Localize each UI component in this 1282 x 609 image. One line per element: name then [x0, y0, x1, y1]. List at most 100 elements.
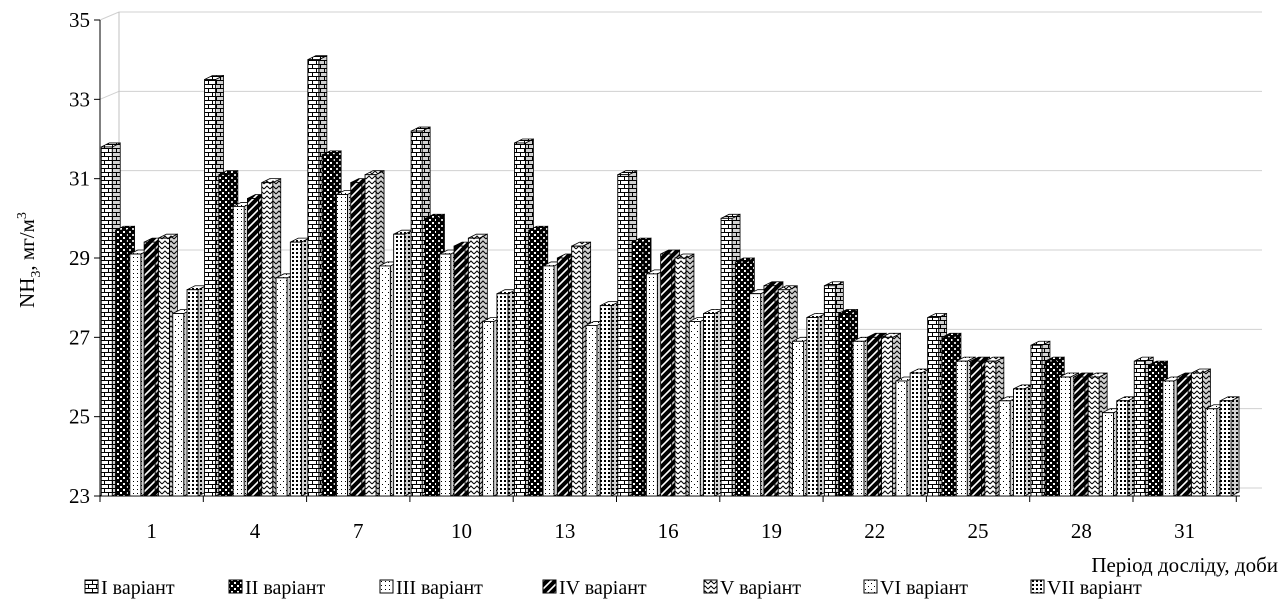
bar-front	[364, 174, 377, 497]
bar	[496, 289, 517, 497]
legend-label: I варіант	[101, 577, 175, 599]
bar-front	[631, 241, 644, 497]
bar-front	[336, 194, 348, 497]
bar-front	[378, 265, 391, 497]
bar-front	[645, 273, 658, 497]
bar-front	[1073, 376, 1086, 497]
bar-front	[1044, 360, 1057, 497]
legend-label: II варіант	[245, 577, 326, 599]
bar	[186, 285, 207, 497]
legend-item: I варіант	[84, 577, 175, 599]
bar-front	[157, 237, 170, 497]
gridline-side	[99, 11, 120, 21]
bar-front	[823, 285, 836, 497]
bar-front	[1087, 376, 1100, 497]
x-tick-label: 28	[1071, 519, 1092, 543]
bar-side-shade	[198, 285, 207, 496]
y-tick-label: 31	[69, 167, 90, 191]
y-tick-label: 35	[69, 8, 90, 32]
bar-front	[688, 321, 701, 497]
bar-front	[556, 257, 569, 497]
legend-swatch	[863, 579, 878, 594]
bar-side-shade	[507, 289, 516, 496]
bar-front	[866, 336, 879, 497]
bar-front	[172, 313, 185, 497]
bar-front	[232, 205, 245, 497]
legend-swatch	[379, 579, 394, 594]
legend: I варіант II варіант III варіант IV варіант…	[84, 577, 1142, 599]
bar-front	[749, 293, 762, 497]
bar-front	[204, 79, 217, 497]
bar-front	[1176, 376, 1189, 497]
bar-front	[321, 154, 334, 497]
bar-front	[941, 336, 954, 497]
x-tick-label: 1	[146, 519, 157, 543]
bar-front	[806, 317, 819, 497]
bar-front	[881, 336, 893, 497]
bar-front	[599, 305, 612, 497]
x-tick-label: 7	[353, 519, 364, 543]
bar	[393, 229, 414, 497]
bar-front	[1205, 408, 1218, 497]
legend-label: IV варіант	[559, 577, 647, 599]
bar-front	[1148, 364, 1161, 497]
bar-front	[792, 340, 804, 497]
bar-front	[585, 324, 598, 497]
bar-front	[1059, 376, 1072, 497]
bar-front	[895, 380, 908, 497]
bar-front	[838, 313, 851, 497]
bar-front	[246, 198, 259, 497]
bar-front	[852, 340, 865, 497]
bar	[806, 312, 827, 497]
bar	[909, 368, 930, 497]
bar-side-shade	[1127, 396, 1136, 496]
bar-front	[528, 229, 541, 497]
bar-front	[425, 217, 437, 497]
bar-front	[998, 400, 1011, 497]
bar-front	[927, 317, 940, 497]
legend-swatch	[703, 579, 718, 594]
legend-item: III варіант	[379, 577, 483, 599]
bar-side-shade	[1231, 396, 1240, 496]
bar-front	[453, 245, 466, 497]
legend-item: II варіант	[228, 577, 326, 599]
bar-front	[909, 372, 922, 497]
bar-front	[660, 253, 673, 497]
bar-front	[984, 360, 997, 497]
legend-item: V варіант	[703, 577, 801, 599]
bar-front	[1030, 344, 1043, 497]
bar-front	[439, 253, 452, 497]
bar-front	[703, 313, 715, 497]
bar-front	[763, 285, 776, 497]
bar-front	[482, 321, 495, 497]
bar	[599, 300, 620, 497]
y-tick-label: 23	[69, 484, 90, 508]
bar-side-shade	[404, 230, 413, 496]
y-tick-label: 33	[69, 87, 90, 111]
legend-label: III варіант	[396, 577, 483, 599]
bar-front	[1190, 372, 1203, 497]
bar-front	[393, 233, 406, 497]
gridline-side	[99, 90, 120, 100]
bar-front	[777, 289, 790, 497]
y-tick-label: 27	[69, 325, 90, 349]
y-axis-title: NH3, мг/м3	[15, 212, 44, 308]
bar-front	[143, 241, 156, 497]
bar-front	[955, 360, 968, 497]
bar-side-shade	[611, 301, 620, 496]
x-tick-label: 31	[1174, 519, 1195, 543]
bar-front	[1101, 412, 1114, 497]
bar-front	[115, 229, 128, 497]
legend-swatch	[228, 579, 243, 594]
legend-label: V варіант	[720, 577, 801, 599]
legend-swatch	[84, 579, 99, 594]
legend-swatch	[542, 579, 557, 594]
bar-front	[350, 182, 363, 497]
legend-label: VII варіант	[1047, 577, 1142, 599]
bar	[1116, 396, 1137, 497]
bar-front	[496, 293, 509, 497]
bar-front	[289, 241, 302, 497]
legend-item: IV варіант	[542, 577, 647, 599]
bar-front	[734, 261, 747, 497]
bar-side-shade	[301, 238, 310, 496]
